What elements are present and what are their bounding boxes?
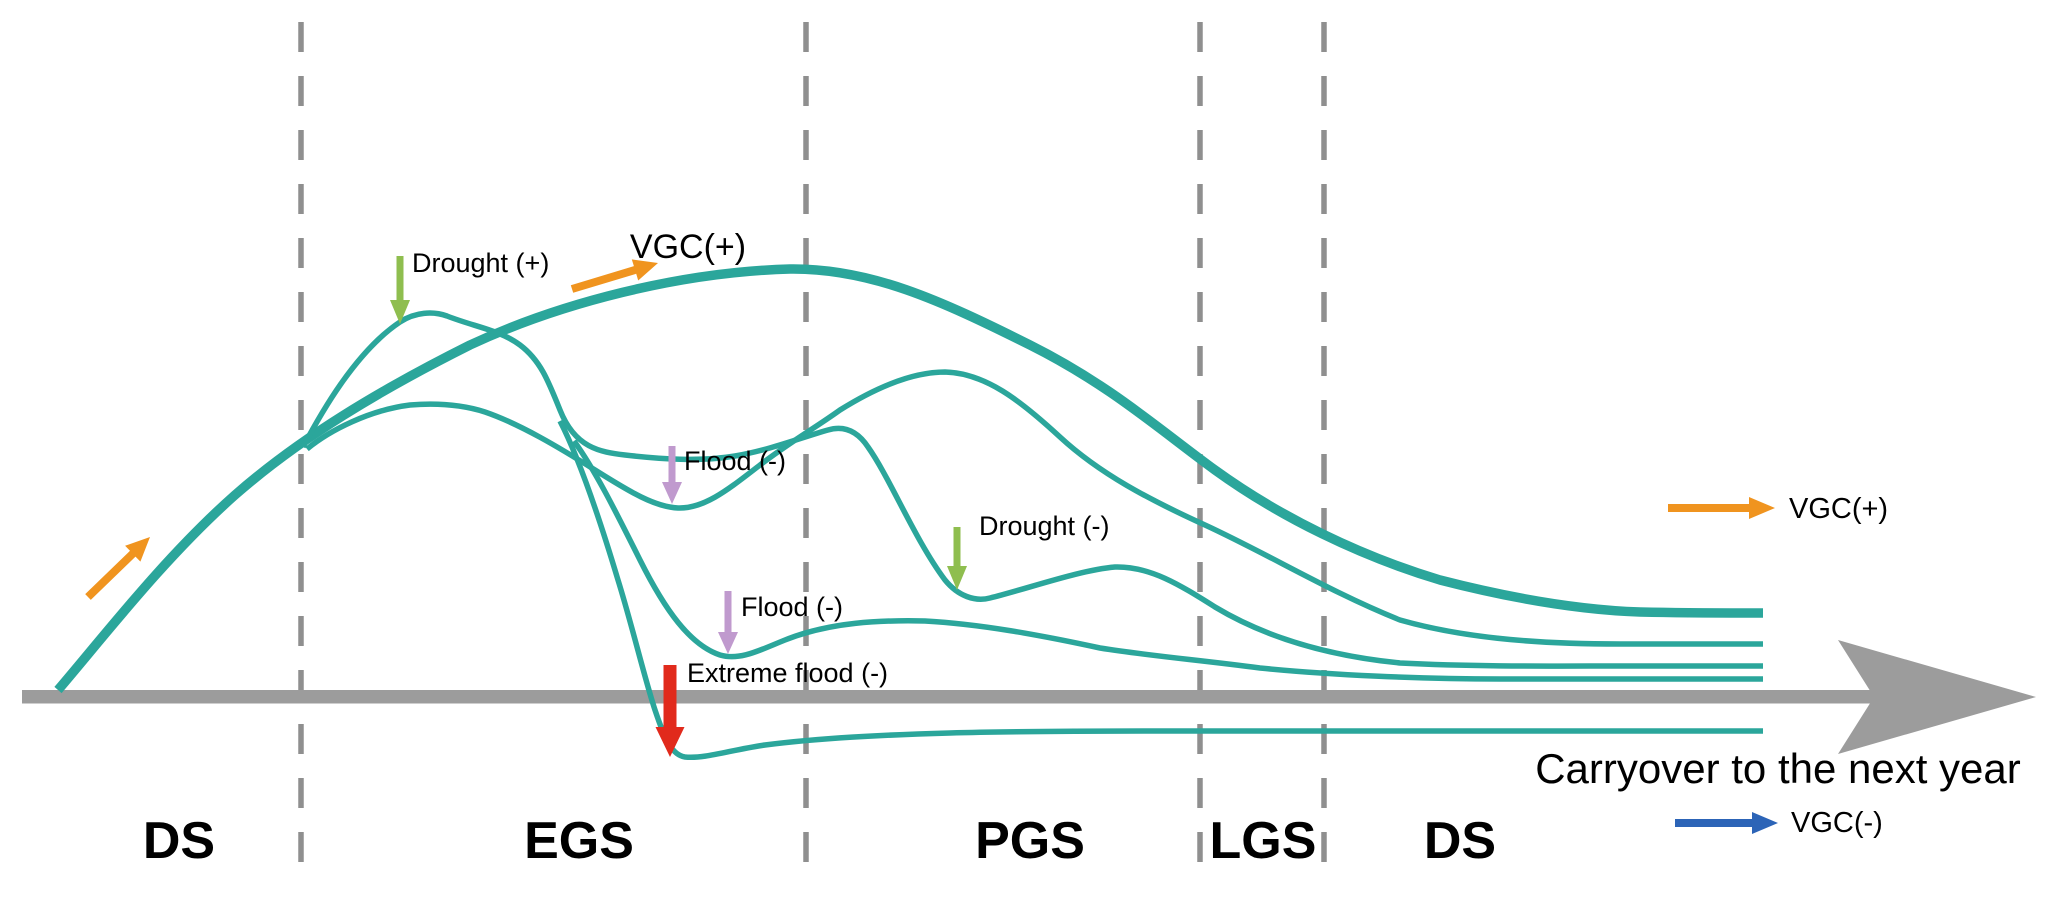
season-boundary-lines bbox=[298, 22, 1327, 880]
flood-minus-label-1: Flood (-) bbox=[684, 446, 786, 476]
time-axis-bar bbox=[22, 690, 1880, 704]
legend-vgc-negative-arrow-icon bbox=[1675, 812, 1778, 834]
season-label-pgs: PGS bbox=[975, 812, 1085, 870]
curve-extreme-flood-scenario bbox=[557, 419, 1763, 761]
vgc-positive-top-label: VGC(+) bbox=[630, 228, 746, 266]
time-axis-arrowhead-icon bbox=[1838, 640, 2036, 754]
carryover-label: Carryover to the next year bbox=[1535, 745, 2021, 792]
curve-flood-recovery-scenario bbox=[305, 369, 1763, 647]
extreme-flood-label: Extreme flood (-) bbox=[687, 658, 888, 688]
drought-minus-label: Drought (-) bbox=[979, 511, 1110, 541]
season-label-ds-1: DS bbox=[143, 812, 215, 870]
legend-vgc-positive-arrow-icon bbox=[1668, 497, 1775, 519]
season-label-lgs: LGS bbox=[1210, 812, 1317, 870]
annotation-arrows bbox=[85, 256, 1778, 834]
curve-drought-scenario bbox=[300, 310, 1763, 669]
legend-vgc-positive-label: VGC(+) bbox=[1789, 493, 1888, 525]
drought-minus-arrow-icon bbox=[947, 527, 967, 590]
extreme-flood-arrow-icon bbox=[655, 665, 685, 757]
flood-minus-label-2: Flood (-) bbox=[741, 592, 843, 622]
drought-plus-label: Drought (+) bbox=[412, 248, 549, 278]
flood-arrow-icon bbox=[718, 591, 738, 654]
vgc-positive-arrow-icon bbox=[85, 537, 150, 600]
drought-plus-arrow-icon bbox=[390, 256, 410, 324]
flood-arrow-icon bbox=[662, 446, 682, 504]
legend-vgc-negative-label: VGC(-) bbox=[1791, 807, 1883, 839]
season-label-egs: EGS bbox=[524, 812, 634, 870]
curve-normal-year bbox=[54, 264, 1764, 694]
season-label-ds-2: DS bbox=[1424, 812, 1496, 870]
curve-severe-flood-scenario bbox=[571, 439, 1763, 682]
vgc-positive-arrow-icon bbox=[570, 259, 658, 293]
